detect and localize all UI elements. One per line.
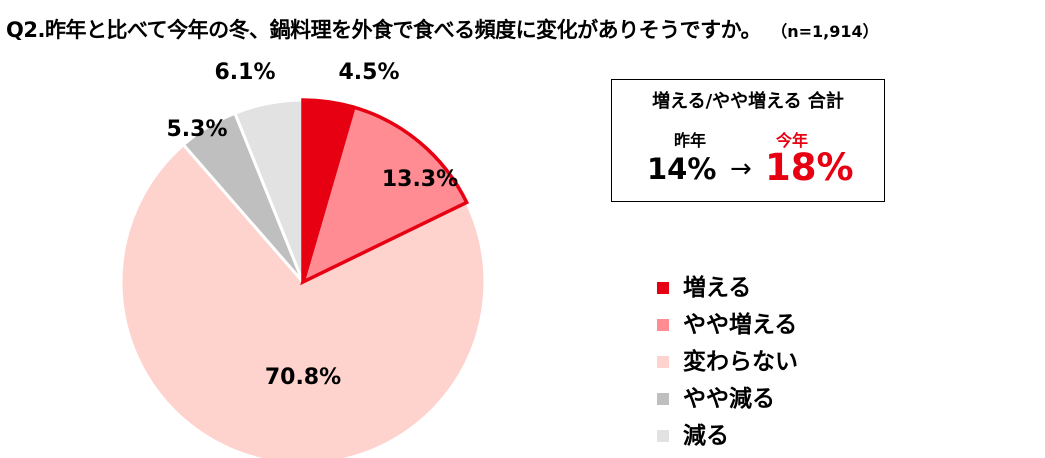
last-year-value: 14% [647, 152, 717, 186]
question-text: Q2.昨年と比べて今年の冬、鍋料理を外食で食べる頻度に変化がありそうですか。 [6, 18, 762, 42]
this-year-label: 今年 [776, 131, 809, 150]
legend-swatch [657, 393, 669, 405]
slice-slight-increase-outline [300, 105, 470, 286]
chart-title: Q2.昨年と比べて今年の冬、鍋料理を外食で食べる頻度に変化がありそうですか。 （n… [6, 14, 1041, 44]
legend-label: 減る [683, 423, 729, 449]
data-label-increase: 4.5% [338, 60, 399, 85]
summary-box: 増える/やや増える 合計 昨年 今年 14% → 18% [611, 79, 885, 202]
legend-label: やや増える [683, 312, 798, 338]
legend-swatch [657, 356, 669, 368]
data-label-slight-increase: 13.3% [382, 167, 458, 192]
legend-label: 増える [683, 275, 752, 301]
this-year-value: 18% [765, 146, 854, 189]
sample-size: （n=1,914） [779, 22, 879, 41]
data-label-slight-decrease: 5.3% [166, 117, 227, 142]
summary-heading: 増える/やや増える 合計 [652, 91, 844, 112]
legend-label: 変わらない [683, 349, 798, 375]
legend-swatch [657, 282, 669, 294]
slice-no-change [119, 142, 487, 458]
last-year-label: 昨年 [674, 131, 707, 150]
data-label-no-change: 70.8% [265, 365, 341, 390]
legend-swatch [657, 430, 669, 442]
data-label-decrease: 6.1% [214, 60, 275, 85]
legend-label: やや減る [683, 386, 775, 412]
arrow-icon: → [730, 154, 752, 184]
legend-swatch [657, 319, 669, 331]
